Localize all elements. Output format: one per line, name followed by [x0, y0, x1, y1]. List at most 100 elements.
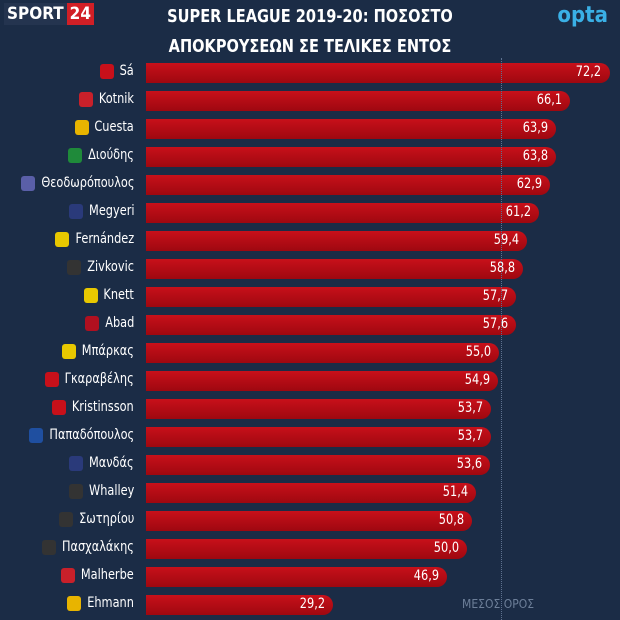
bar-row: Sá 72,2 — [0, 61, 620, 83]
bar-row: Μανδάς 53,6 — [0, 453, 620, 475]
bar-value-label: 53,6 — [456, 456, 483, 472]
bar-row: Πασχαλάκης 50,0 — [0, 537, 620, 559]
team-crest-icon — [61, 568, 76, 583]
team-crest-icon — [78, 92, 93, 107]
sport24-logo: SPORT 24 — [4, 3, 94, 25]
team-crest-icon — [67, 260, 82, 275]
bar-value-label: 53,7 — [457, 428, 483, 444]
team-crest-icon — [29, 428, 44, 443]
bar: 72,2 — [146, 63, 610, 83]
player-name: Whalley — [88, 483, 134, 499]
bar-value-label: 50,8 — [438, 512, 465, 528]
bar-value-label: 55,0 — [465, 344, 492, 360]
bar: 50,0 — [146, 539, 467, 559]
player-name: Cuesta — [94, 119, 134, 135]
bar: 57,7 — [146, 287, 517, 307]
player-name: Ehmann — [87, 595, 134, 611]
bar-value-label: 46,9 — [413, 568, 440, 584]
bar-row: Knett 57,7 — [0, 285, 620, 307]
bar-row: Μπάρκας 55,0 — [0, 341, 620, 363]
bar: 51,4 — [146, 483, 476, 503]
average-label: ΜΕΣΟΣ ΟΡΟΣ — [462, 597, 535, 611]
bar: 59,4 — [146, 231, 528, 251]
bar-row: Fernández 59,4 — [0, 229, 620, 251]
player-name: Abad — [104, 315, 134, 331]
bar-value-label: 72,2 — [576, 64, 602, 80]
bar-row: Διούδης 63,8 — [0, 145, 620, 167]
team-crest-icon — [55, 232, 70, 247]
bar-row: Kristinsson 53,7 — [0, 397, 620, 419]
logo-text: SPORT — [4, 3, 67, 25]
bar-value-label: 50,0 — [433, 540, 459, 556]
bar: 55,0 — [146, 343, 500, 363]
player-name: Γκαραβέλης — [64, 371, 134, 387]
player-name: Kristinsson — [72, 399, 134, 415]
team-crest-icon — [44, 372, 59, 387]
bar-row: Cuesta 63,9 — [0, 117, 620, 139]
bar: 61,2 — [146, 203, 539, 223]
bar: 53,6 — [146, 455, 491, 475]
team-crest-icon — [58, 512, 73, 527]
bar: 50,8 — [146, 511, 473, 531]
player-name: Megyeri — [88, 203, 134, 219]
bar: 63,8 — [146, 147, 556, 167]
bar-row: Θεοδωρόπουλος 62,9 — [0, 173, 620, 195]
bar: 53,7 — [146, 399, 491, 419]
bar-row: Παπαδόπουλος 53,7 — [0, 425, 620, 447]
bar-value-label: 54,9 — [465, 372, 491, 388]
team-crest-icon — [69, 456, 84, 471]
average-line — [501, 58, 503, 620]
team-crest-icon — [20, 176, 35, 191]
bar: 29,2 — [146, 595, 334, 615]
bar-row: Ehmann 29,2 — [0, 593, 620, 615]
bar-value-label: 62,9 — [516, 176, 542, 192]
player-name: Zivkovic — [87, 259, 134, 275]
player-name: Μπάρκας — [81, 343, 134, 359]
bar-row: Abad 57,6 — [0, 313, 620, 335]
bar-value-label: 57,7 — [483, 288, 509, 304]
logo-number: 24 — [66, 3, 94, 25]
bar-row: Whalley 51,4 — [0, 481, 620, 503]
player-name: Sá — [119, 63, 134, 79]
title-line-1: SUPER LEAGUE 2019-20: ΠΟΣΟΣΤΟ — [167, 6, 453, 27]
bar: 63,9 — [146, 119, 557, 139]
team-crest-icon — [99, 64, 114, 79]
team-crest-icon — [84, 316, 99, 331]
bar-value-label: 53,7 — [457, 400, 483, 416]
player-name: Fernández — [75, 231, 134, 247]
team-crest-icon — [61, 344, 76, 359]
bar-row: Kotnik 66,1 — [0, 89, 620, 111]
bar: 46,9 — [146, 567, 448, 587]
bar-value-label: 63,9 — [522, 120, 549, 136]
bar-value-label: 51,4 — [442, 484, 468, 500]
team-crest-icon — [68, 484, 83, 499]
bar-row: Megyeri 61,2 — [0, 201, 620, 223]
player-name: Θεοδωρόπουλος — [40, 175, 134, 191]
team-crest-icon — [52, 400, 67, 415]
bar-value-label: 61,2 — [505, 204, 531, 220]
bar-value-label: 58,8 — [490, 260, 516, 276]
bar-row: Malherbe 46,9 — [0, 565, 620, 587]
bar-value-label: 63,8 — [522, 148, 548, 164]
bar: 66,1 — [146, 91, 571, 111]
player-name: Διούδης — [88, 147, 134, 163]
team-crest-icon — [67, 596, 82, 611]
player-name: Παπαδόπουλος — [49, 427, 134, 443]
bar-row: Γκαραβέλης 54,9 — [0, 369, 620, 391]
bar: 62,9 — [146, 175, 550, 195]
team-crest-icon — [68, 204, 83, 219]
bar: 54,9 — [146, 371, 499, 391]
player-name: Μανδάς — [89, 455, 134, 471]
bar-value-label: 29,2 — [300, 596, 326, 612]
team-crest-icon — [42, 540, 57, 555]
team-crest-icon — [74, 120, 89, 135]
player-name: Σωτηρίου — [78, 511, 134, 527]
opta-logo: opta — [557, 3, 608, 28]
bar-value-label: 57,6 — [482, 316, 508, 332]
bar-value-label: 59,4 — [494, 232, 520, 248]
player-name: Malherbe — [81, 567, 134, 583]
player-name: Πασχαλάκης — [62, 539, 134, 555]
team-crest-icon — [83, 288, 98, 303]
bar: 57,6 — [146, 315, 516, 335]
